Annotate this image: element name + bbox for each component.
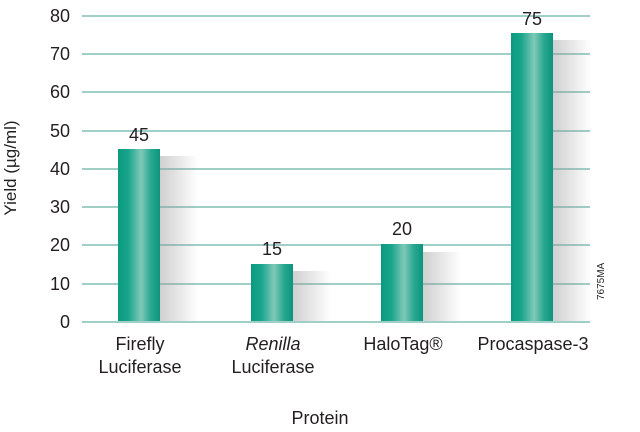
category-label-procaspase: Procaspase-3: [463, 333, 603, 356]
bar-procaspase-3: [511, 33, 553, 321]
x-axis-label: Protein: [291, 408, 349, 428]
bar-renilla-luciferase: [251, 264, 293, 321]
category-label-firefly: Firefly Luciferase: [70, 333, 210, 379]
gridline-20: [82, 244, 590, 246]
x-axis-line: [82, 321, 590, 323]
y-axis-label: Yield (µg/ml): [1, 120, 20, 216]
y-tick-70: 70: [49, 44, 70, 64]
gridline-10: [82, 283, 590, 285]
category-label-halotag: HaloTag®: [333, 333, 473, 356]
value-label: 75: [521, 9, 543, 29]
bar-shadow: [423, 252, 461, 321]
y-tick-20: 20: [49, 235, 70, 255]
y-tick-50: 50: [49, 121, 70, 141]
category-line: Procaspase-3: [477, 334, 589, 354]
y-tick-10: 10: [49, 274, 70, 294]
gridline-30: [82, 206, 590, 208]
gridline-70: [82, 53, 590, 55]
category-line: Firefly: [115, 334, 165, 354]
bar-halotag: [381, 244, 423, 321]
bar-firefly-luciferase: [118, 149, 160, 321]
category-line: Renilla: [245, 334, 301, 354]
y-tick-0: 0: [59, 312, 70, 332]
category-label-renilla: Renilla Luciferase: [203, 333, 343, 379]
y-tick-40: 40: [49, 159, 70, 179]
value-label: 15: [261, 239, 283, 259]
bar-shadow: [553, 40, 591, 321]
gridline-50: [82, 130, 590, 132]
category-line: HaloTag®: [363, 334, 443, 354]
gridline-40: [82, 168, 590, 170]
bar-shadow: [160, 156, 198, 321]
bar-shadow: [293, 271, 331, 321]
value-label: 45: [128, 125, 150, 145]
category-line: Luciferase: [98, 357, 182, 377]
value-label: 20: [391, 219, 413, 239]
gridline-60: [82, 91, 590, 93]
figure-code: 7675MA: [596, 262, 607, 300]
category-line: Luciferase: [231, 357, 315, 377]
y-tick-80: 80: [49, 6, 70, 26]
y-tick-60: 60: [49, 82, 70, 102]
gridline-80: [82, 15, 590, 17]
y-tick-30: 30: [49, 197, 70, 217]
